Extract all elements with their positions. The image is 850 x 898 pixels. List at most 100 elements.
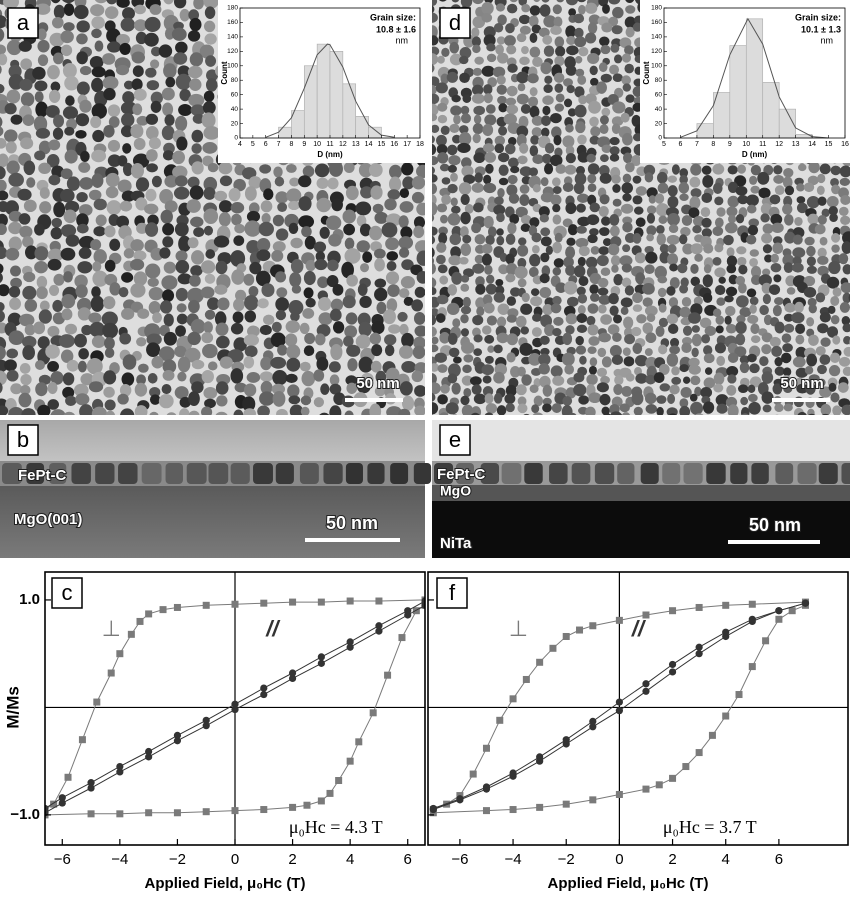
grain: [174, 175, 188, 187]
grain: [496, 332, 509, 344]
grain: [702, 401, 715, 414]
grain: [481, 243, 493, 254]
grain: [795, 334, 805, 345]
grain: [563, 98, 573, 108]
grain: [679, 168, 689, 178]
grain: [376, 301, 387, 314]
grain: [290, 311, 300, 322]
grain: [670, 337, 680, 348]
grain: [299, 361, 311, 372]
grain: [838, 253, 849, 265]
grain: [358, 356, 373, 373]
grain: [319, 226, 330, 239]
grain: [51, 217, 63, 228]
grain: [772, 304, 782, 317]
grain: [413, 216, 425, 229]
grain: [739, 307, 752, 318]
grain: [119, 384, 132, 397]
grain: [150, 100, 162, 113]
grain: [35, 101, 48, 118]
grain: [576, 203, 586, 213]
grain: [556, 0, 564, 3]
grain: [640, 463, 659, 484]
grain: [819, 354, 831, 365]
grain: [76, 81, 90, 96]
grain: [544, 142, 555, 154]
grain: [173, 186, 190, 200]
x-tick-label: 6: [679, 141, 683, 148]
grain: [401, 259, 414, 271]
panel-label-box: [436, 577, 468, 609]
grain: [163, 0, 174, 5]
grain: [0, 223, 7, 235]
grain: [691, 333, 702, 347]
grain: [357, 381, 371, 394]
grain: [159, 189, 174, 204]
grain: [552, 375, 565, 386]
grain: [762, 268, 771, 276]
grain: [815, 346, 826, 356]
grain: [600, 314, 613, 325]
grain: [472, 67, 483, 76]
grain: [612, 73, 623, 83]
grain: [432, 0, 438, 6]
grain: [0, 345, 6, 361]
data-point: [303, 801, 311, 809]
grain: [64, 149, 78, 164]
grain: [575, 68, 585, 77]
grain: [241, 167, 257, 180]
y-tick-label: 180: [227, 5, 238, 12]
grain: [290, 258, 304, 274]
grain: [329, 383, 342, 395]
grain: [714, 217, 724, 228]
grain: [356, 215, 367, 227]
grain: [164, 200, 178, 213]
grain: [104, 225, 116, 238]
data-point: [695, 643, 703, 651]
grain: [276, 287, 288, 298]
grain: [471, 36, 481, 47]
grain: [749, 257, 758, 267]
grain: [590, 77, 599, 87]
grain: [53, 273, 65, 286]
grain: [505, 253, 515, 265]
grain: [746, 204, 757, 214]
grain: [496, 52, 509, 64]
grain: [589, 228, 599, 236]
grain: [506, 333, 518, 346]
data-point: [335, 777, 343, 785]
grain: [539, 335, 550, 345]
data-point: [668, 668, 677, 676]
grain: [542, 384, 553, 397]
grain: [625, 94, 635, 103]
x-tick-label: 11: [759, 141, 766, 148]
grain: [796, 202, 808, 214]
grain: [613, 383, 623, 395]
grain: [35, 3, 51, 15]
grain: [573, 383, 587, 397]
grain: [611, 354, 623, 366]
grain: [657, 182, 669, 194]
grain: [772, 236, 783, 245]
grain: [368, 163, 383, 178]
grain: [612, 198, 622, 207]
grain: [75, 113, 90, 127]
grain: [656, 171, 668, 184]
grain: [600, 154, 609, 163]
grain: [598, 246, 610, 256]
grain: [725, 222, 738, 234]
data-point: [317, 659, 325, 667]
grain: [494, 143, 505, 154]
data-point: [589, 622, 597, 630]
grain: [759, 305, 769, 316]
grain: [830, 392, 840, 403]
histogram-bar: [291, 110, 305, 139]
grain: [332, 284, 344, 296]
grain: [165, 463, 183, 484]
grain: [79, 99, 92, 113]
grain: [517, 257, 527, 269]
grain: [613, 314, 623, 324]
grain: [716, 207, 726, 217]
grain: [550, 365, 563, 378]
